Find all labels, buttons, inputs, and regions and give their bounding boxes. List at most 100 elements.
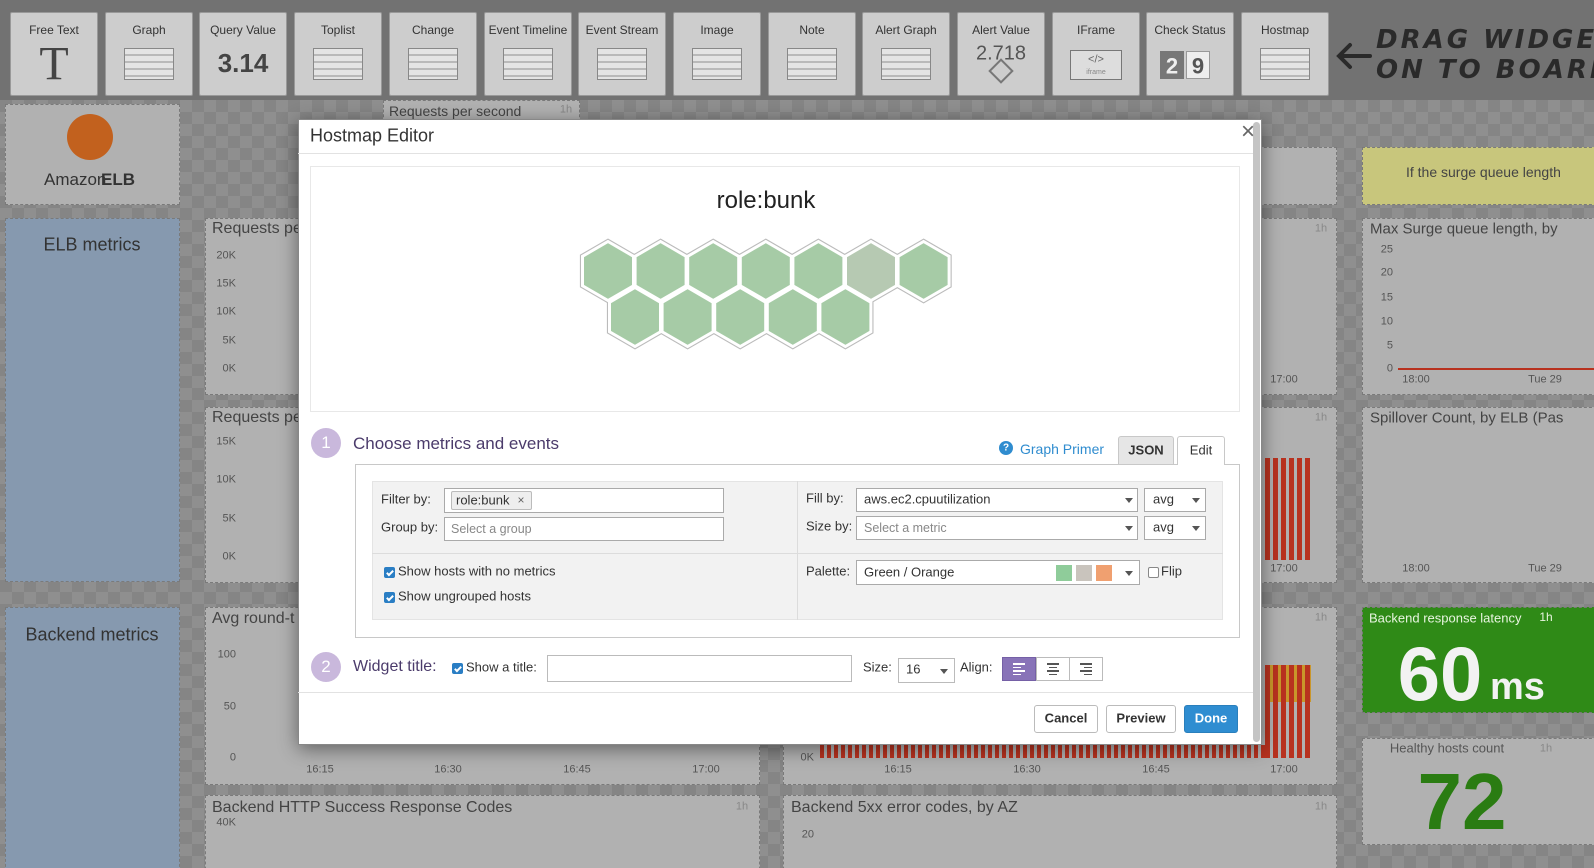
- button[interactable]: [1106, 705, 1176, 733]
- align-icon-line: [1013, 663, 1025, 665]
- modal: [298, 119, 1262, 745]
- section-title: Backend metrics: [25, 624, 159, 645]
- baseline: [1398, 368, 1594, 370]
- button-label: Cancel: [1044, 710, 1088, 726]
- text-input[interactable]: [444, 517, 724, 541]
- align-icon-line: [1084, 666, 1092, 668]
- select[interactable]: [856, 516, 1138, 540]
- step-circle: [311, 428, 341, 458]
- step-title: Widget title:: [353, 657, 437, 675]
- widget-tile[interactable]: [484, 12, 572, 96]
- align-button[interactable]: [1069, 657, 1103, 681]
- y-tick-label: 100: [217, 648, 236, 661]
- widget-panel: [1362, 218, 1594, 395]
- swatch: [1076, 565, 1092, 581]
- widget-icon: T: [39, 37, 69, 91]
- swatch: [1096, 565, 1112, 581]
- timeframe: 1h: [735, 800, 749, 813]
- text-input[interactable]: [547, 655, 852, 682]
- y-tick-label: 20: [1380, 266, 1393, 279]
- step-circle: [311, 652, 341, 682]
- align-icon-line: [1013, 670, 1025, 672]
- widget-label: Image: [700, 23, 734, 38]
- widget-title: Avg round-t: [212, 609, 295, 627]
- help-link[interactable]: Graph Primer: [1020, 440, 1105, 457]
- widget-tile[interactable]: [957, 12, 1045, 96]
- hint-arrow: [1336, 43, 1372, 69]
- widget-label: Alert Value: [972, 23, 1030, 38]
- field-label: Align:: [960, 659, 993, 675]
- widget-tile[interactable]: [10, 12, 98, 96]
- select-value: 16: [906, 661, 921, 677]
- checkbox[interactable]: [384, 567, 395, 578]
- y-tick-label: 0K: [222, 550, 236, 563]
- x-tick-label: 16:45: [1142, 763, 1170, 776]
- widget-title: Spillover Count, by ELB (Pas: [1370, 409, 1564, 427]
- close-button[interactable]: ×: [1240, 118, 1256, 146]
- tab-active[interactable]: [1177, 436, 1225, 465]
- iframe-glyph: </>: [1088, 53, 1104, 66]
- hint-text: ON TO BOARD: [1376, 55, 1594, 86]
- hint-text: DRAG WIDGET: [1376, 25, 1594, 56]
- widget-title: Backend response latency: [1369, 610, 1522, 626]
- timeframe: 1h: [1314, 411, 1328, 424]
- widget-tile[interactable]: [105, 12, 193, 96]
- widget-tile[interactable]: [199, 12, 287, 96]
- checkbox-label: Flip: [1161, 563, 1182, 579]
- align-button[interactable]: [1002, 657, 1036, 681]
- checkbox[interactable]: [1148, 567, 1159, 578]
- widget-icon: [313, 48, 363, 80]
- widget-label: Change: [411, 23, 455, 38]
- button-primary[interactable]: [1184, 705, 1238, 733]
- widget-tile[interactable]: [294, 12, 382, 96]
- y-tick-label: 50: [223, 700, 236, 713]
- tab[interactable]: [1118, 436, 1174, 464]
- checkbox[interactable]: [452, 663, 463, 674]
- tag-remove[interactable]: ×: [517, 493, 525, 508]
- widget-tile[interactable]: [1241, 12, 1329, 96]
- select[interactable]: [856, 488, 1138, 512]
- y-tick-label: 0: [229, 751, 236, 764]
- widget-icon: [692, 48, 742, 80]
- button-label: Done: [1194, 710, 1228, 726]
- checkbox-label: Show a title:: [466, 659, 537, 675]
- align-icon-line: [1046, 663, 1059, 665]
- y-tick-label: 15K: [216, 277, 236, 290]
- y-tick-label: 20: [801, 828, 814, 841]
- step-number: 1: [321, 433, 331, 453]
- button[interactable]: [1034, 705, 1098, 733]
- y-tick-label: 0: [1386, 362, 1393, 375]
- bar-texture: [1265, 665, 1311, 758]
- widget-title: Requests pe: [212, 408, 302, 426]
- dropdown-arrow: [1125, 526, 1133, 531]
- align-icon-line: [1084, 673, 1092, 675]
- widget-label: IFrame: [1076, 23, 1116, 38]
- select[interactable]: [856, 560, 1140, 585]
- select-value: avg: [1153, 519, 1174, 535]
- checkbox-label: Show hosts with no metrics: [398, 563, 556, 579]
- widget-title: Backend 5xx error codes, by AZ: [791, 798, 1018, 816]
- y-tick-label: 5: [1386, 339, 1393, 352]
- widget-title: Healthy hosts count: [1389, 740, 1505, 756]
- tab-label: JSON: [1128, 442, 1164, 458]
- timeframe: 1h: [559, 103, 573, 116]
- y-tick-label: 20K: [216, 249, 236, 262]
- divider: [372, 553, 1223, 554]
- align-icon-line: [1046, 670, 1059, 672]
- status-box: [1160, 51, 1184, 79]
- preview-title: role:bunk: [716, 187, 816, 215]
- widget-label: Toplist: [320, 23, 356, 38]
- help-icon: ?: [1002, 442, 1010, 454]
- x-tick-label: 17:00: [692, 763, 720, 776]
- align-button[interactable]: [1035, 657, 1070, 681]
- modal-title: Hostmap Editor: [310, 125, 435, 146]
- y-tick-label: 10: [1380, 315, 1393, 328]
- timeframe: 1h: [1314, 222, 1328, 235]
- widget-panel: [783, 795, 1337, 868]
- y-tick-label: 0K: [222, 362, 236, 375]
- field-label: Group by:: [381, 519, 439, 535]
- dropdown-arrow: [1192, 498, 1200, 503]
- widget-label: Query Value: [210, 23, 276, 38]
- logo-name-bold: ELB: [101, 170, 135, 190]
- checkbox[interactable]: [384, 592, 395, 603]
